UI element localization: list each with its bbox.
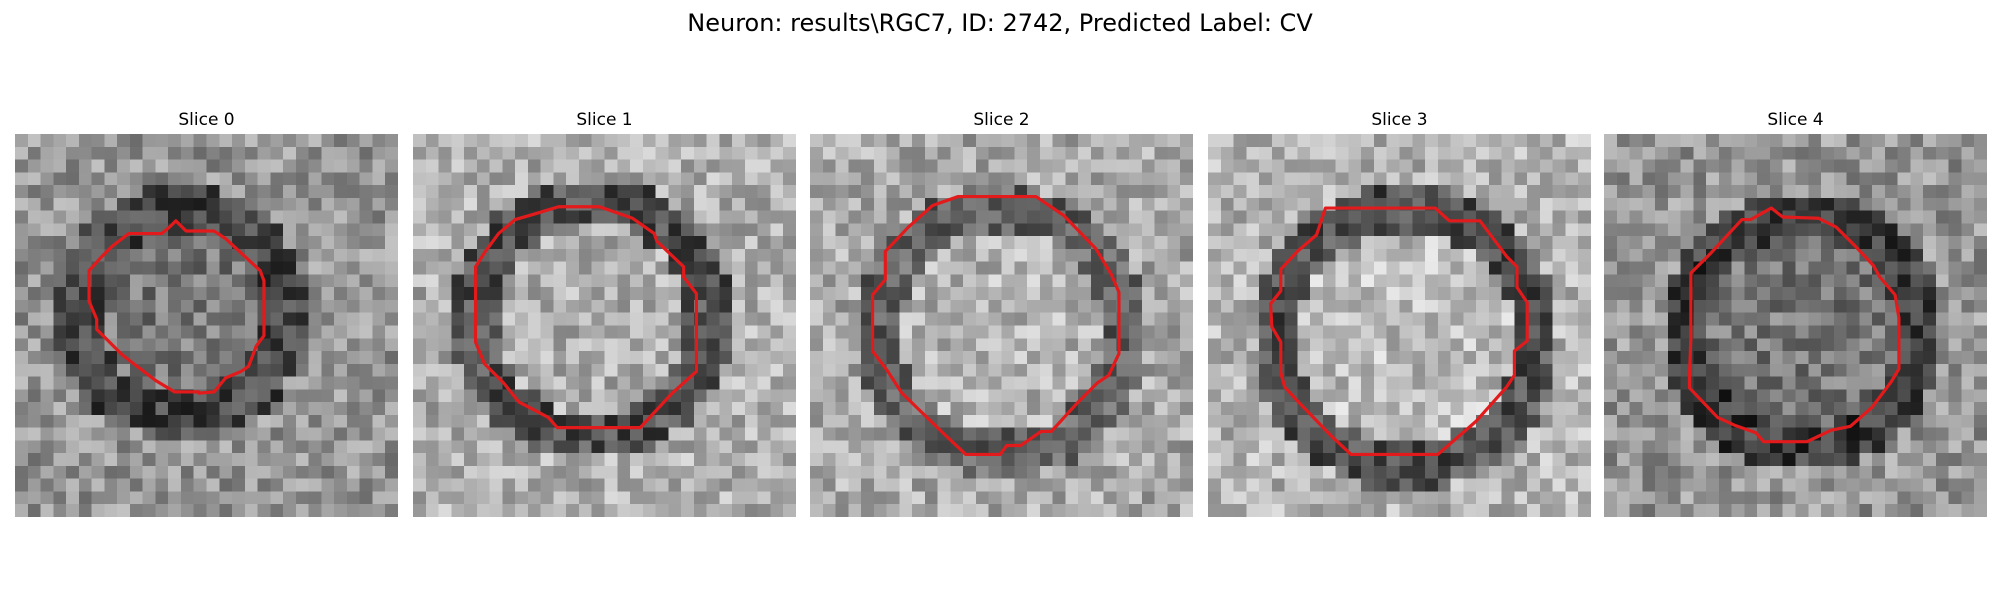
slice-panel-2: Slice 2	[810, 110, 1193, 517]
roi-contour	[87, 219, 266, 395]
grayscale-slice-image	[15, 134, 398, 517]
slice-panel-0: Slice 0	[15, 110, 398, 517]
grayscale-slice-image	[1604, 134, 1987, 517]
roi-contour	[870, 194, 1121, 457]
figure-title: Neuron: results\RGC7, ID: 2742, Predicte…	[687, 9, 1313, 37]
slice-title: Slice 0	[178, 110, 235, 130]
roi-contour-overlay	[87, 219, 266, 395]
slice-image	[810, 134, 1193, 517]
slice-panel-3: Slice 3	[1208, 110, 1591, 517]
roi-contour-overlay	[1268, 206, 1529, 457]
slice-panel-4: Slice 4	[1604, 110, 1987, 517]
slice-image	[413, 134, 796, 517]
roi-contour	[1687, 206, 1901, 444]
slice-image	[1604, 134, 1987, 517]
roi-contour	[473, 205, 699, 430]
slice-image	[15, 134, 398, 517]
slice-title: Slice 4	[1767, 110, 1824, 130]
slice-title: Slice 2	[973, 110, 1030, 130]
slice-panel-1: Slice 1	[413, 110, 796, 517]
roi-contour	[1268, 206, 1529, 457]
slice-title: Slice 1	[576, 110, 633, 130]
roi-contour-overlay	[870, 194, 1121, 457]
slice-image	[1208, 134, 1591, 517]
roi-contour-overlay	[473, 205, 699, 430]
roi-contour-overlay	[1687, 206, 1901, 444]
slice-title: Slice 3	[1371, 110, 1428, 130]
